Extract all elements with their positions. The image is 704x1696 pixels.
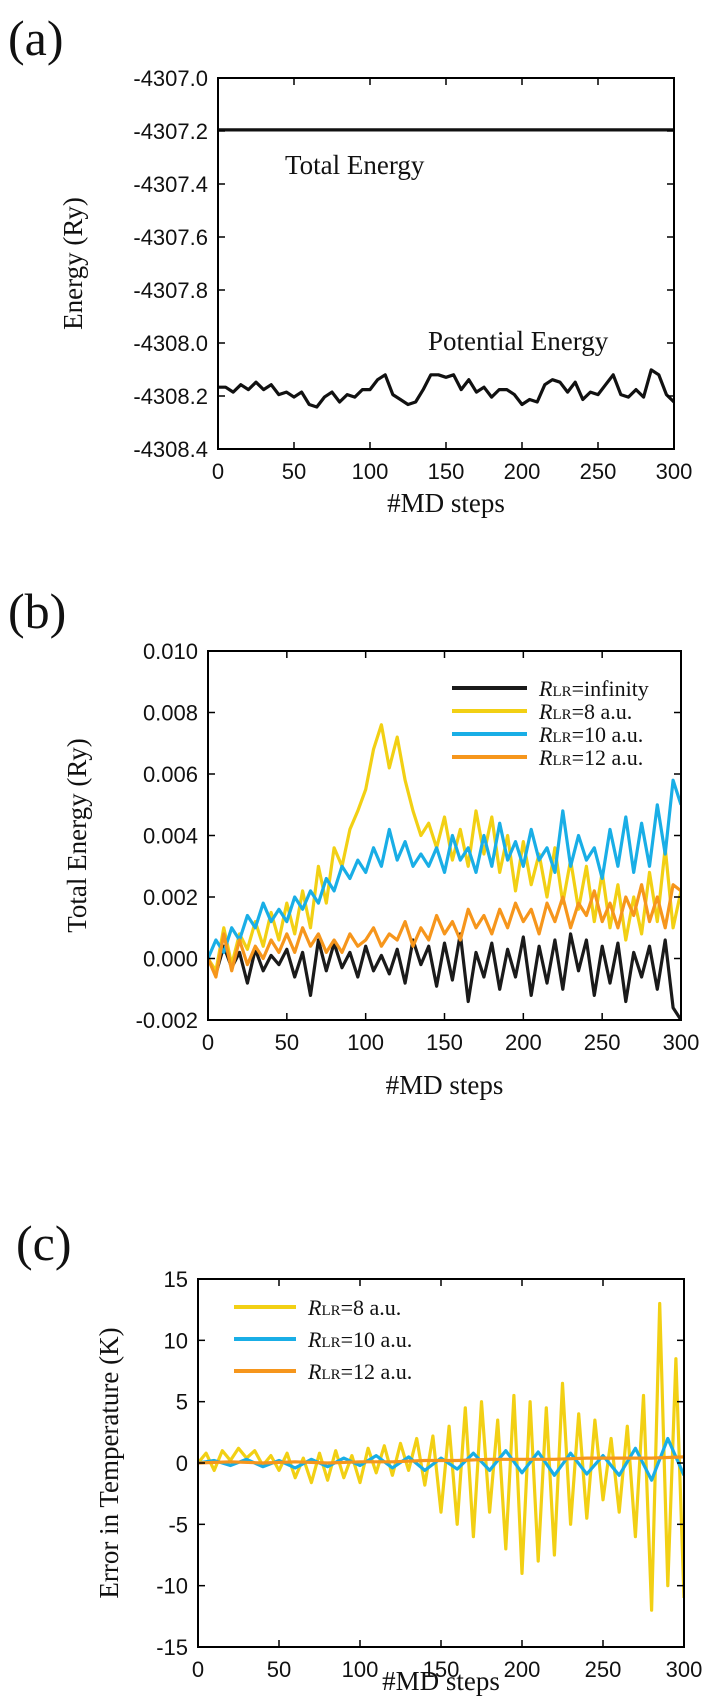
- legend-label: RLR=8 a.u.: [307, 1295, 401, 1320]
- series-line-1: [198, 1436, 684, 1482]
- legend-label: RLR=infinity: [538, 676, 649, 701]
- y-tick-label: -4307.8: [133, 278, 208, 303]
- series-annotation: Potential Energy: [428, 326, 609, 356]
- legend-label: RLR=12 a.u.: [307, 1359, 412, 1384]
- y-tick-label: -4307.2: [133, 119, 208, 144]
- x-tick-label: 250: [584, 1030, 621, 1055]
- x-axis-title: #MD steps: [386, 1070, 504, 1100]
- y-tick-label: 15: [164, 1267, 188, 1292]
- legend-label: RLR=10 a.u.: [307, 1327, 412, 1352]
- legend-value: =10 a.u.: [572, 722, 644, 747]
- legend-value: =12 a.u.: [341, 1359, 413, 1384]
- y-tick-label: 0.002: [143, 885, 198, 910]
- legend-symbol: R: [538, 699, 553, 724]
- x-tick-label: 0: [202, 1030, 214, 1055]
- legend-symbol: R: [538, 722, 553, 747]
- legend-subscript: LR: [321, 1367, 340, 1383]
- x-tick-label: 150: [428, 459, 465, 484]
- legend-value: =infinity: [572, 676, 649, 701]
- y-tick-label: 0.008: [143, 701, 198, 726]
- x-tick-label: 250: [585, 1657, 622, 1682]
- x-tick-label: 100: [347, 1030, 384, 1055]
- legend-symbol: R: [538, 676, 553, 701]
- series-line-0: [198, 1301, 684, 1612]
- legend-label: RLR=12 a.u.: [538, 745, 643, 770]
- y-tick-label: 0.000: [143, 947, 198, 972]
- legend-value: =8 a.u.: [341, 1295, 402, 1320]
- x-tick-label: 100: [352, 459, 389, 484]
- legend-subscript: LR: [552, 684, 571, 700]
- legend-value: =10 a.u.: [341, 1327, 413, 1352]
- y-tick-label: -5: [168, 1512, 188, 1537]
- series-line-2: [208, 778, 681, 960]
- y-axis-title: Energy (Ry): [58, 197, 88, 330]
- series-group: [218, 128, 674, 409]
- x-tick-label: 150: [423, 1657, 460, 1682]
- x-axis-title: #MD steps: [387, 488, 505, 518]
- legend-label: RLR=10 a.u.: [538, 722, 643, 747]
- x-axis-title: #MD steps: [382, 1666, 500, 1696]
- y-tick-label: 0.010: [143, 639, 198, 664]
- legend: RLR=8 a.u.RLR=10 a.u.RLR=12 a.u.: [234, 1295, 412, 1384]
- x-tick-label: 150: [426, 1030, 463, 1055]
- x-tick-label: 300: [666, 1657, 703, 1682]
- y-tick-label: -4307.0: [133, 66, 208, 91]
- legend-symbol: R: [307, 1327, 322, 1352]
- panel-label: (b): [8, 583, 66, 639]
- y-tick-label: -4308.0: [133, 331, 208, 356]
- chart-panel-a: (a) 0 50 100 150 200 250 300 -4307.0 -4307.2 -4307…: [8, 10, 692, 518]
- legend-subscript: LR: [552, 707, 571, 723]
- series-line-0: [208, 932, 681, 1020]
- x-tick-label: 200: [505, 1030, 542, 1055]
- x-tick-label: 0: [192, 1657, 204, 1682]
- y-axis-title: Total Energy (Ry): [62, 738, 92, 932]
- legend-subscript: LR: [552, 730, 571, 746]
- legend-label: RLR=8 a.u.: [538, 699, 632, 724]
- legend-symbol: R: [307, 1359, 322, 1384]
- series-line-1: [218, 368, 674, 409]
- panel-label: (a): [8, 10, 64, 66]
- legend-value: =8 a.u.: [572, 699, 633, 724]
- series-group: [208, 723, 681, 1020]
- y-tick-label: -0.002: [136, 1008, 198, 1033]
- x-tick-label: 50: [267, 1657, 291, 1682]
- legend-subscript: LR: [321, 1335, 340, 1351]
- y-tick-label: 0.004: [143, 824, 198, 849]
- y-tick-label: -4308.2: [133, 384, 208, 409]
- series-line-3: [208, 883, 681, 979]
- y-tick-label: -10: [156, 1574, 188, 1599]
- panel-label: (c): [16, 1215, 72, 1271]
- x-tick-label: 50: [275, 1030, 299, 1055]
- x-tick-label: 200: [504, 1657, 541, 1682]
- legend-value: =12 a.u.: [572, 745, 644, 770]
- chart-panel-b: (b) 0 50 100 150 200 250 300 0.010 0.008 0.006 0.00…: [8, 583, 699, 1100]
- x-tick-label: 200: [504, 459, 541, 484]
- legend-subscript: LR: [321, 1303, 340, 1319]
- series-annotation: Total Energy: [285, 150, 425, 180]
- x-tick-label: 300: [663, 1030, 700, 1055]
- y-tick-label: 5: [176, 1390, 188, 1415]
- y-tick-label: -4307.4: [133, 172, 208, 197]
- legend-subscript: LR: [552, 753, 571, 769]
- y-tick-label: -15: [156, 1635, 188, 1660]
- legend-symbol: R: [307, 1295, 322, 1320]
- y-tick-label: -4308.4: [133, 437, 208, 462]
- series-group: [198, 1301, 684, 1612]
- y-tick-label: 10: [164, 1328, 188, 1353]
- x-tick-label: 0: [212, 459, 224, 484]
- x-tick-label: 250: [580, 459, 617, 484]
- y-axis-title: Error in Temperature (K): [94, 1327, 124, 1598]
- y-tick-label: -4307.6: [133, 225, 208, 250]
- series-line-2: [198, 1455, 684, 1465]
- legend-symbol: R: [538, 745, 553, 770]
- x-tick-label: 50: [282, 459, 306, 484]
- x-tick-label: 100: [342, 1657, 379, 1682]
- y-tick-label: 0.006: [143, 762, 198, 787]
- y-tick-label: 0: [176, 1451, 188, 1476]
- x-tick-label: 300: [656, 459, 693, 484]
